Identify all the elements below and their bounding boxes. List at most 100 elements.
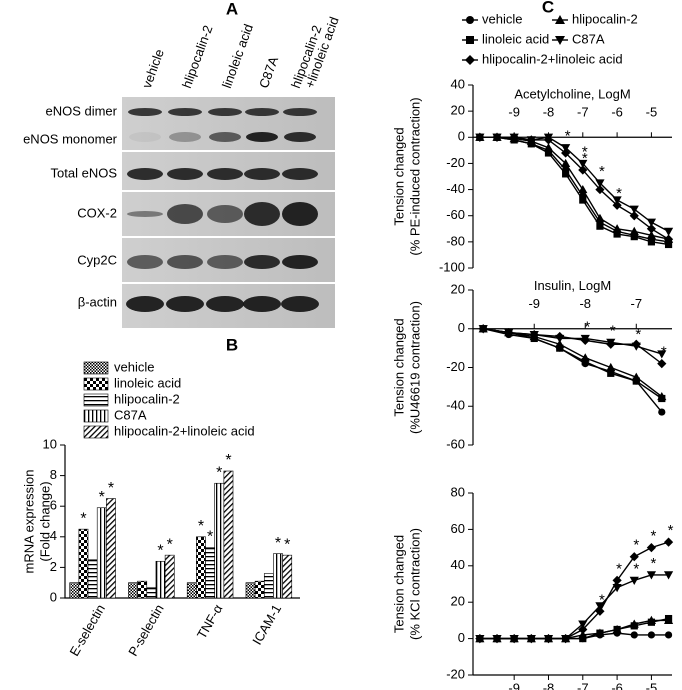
x-axis-title: Insulin, LogM — [534, 278, 611, 293]
blot-band — [244, 255, 280, 269]
marker — [526, 135, 536, 145]
significance: * — [633, 537, 639, 554]
marker — [544, 149, 553, 157]
marker — [543, 143, 554, 152]
marker — [561, 634, 571, 644]
legend-label: linoleic acid — [482, 31, 549, 46]
marker — [629, 552, 639, 562]
marker — [646, 224, 657, 234]
marker — [646, 230, 657, 239]
y-axis-title: (Fold change) — [37, 481, 52, 561]
significance: * — [616, 560, 622, 577]
legend-label: hlipocalin-2+linoleic acid — [482, 51, 623, 66]
marker — [629, 205, 639, 214]
series-line — [479, 136, 669, 246]
y-tick-label: 60 — [451, 521, 465, 536]
x-tick-label: -6 — [611, 105, 623, 120]
y-tick-label: 4 — [50, 528, 57, 543]
blot-band — [282, 168, 318, 180]
bar — [223, 470, 234, 599]
y-tick-label: -40 — [446, 181, 465, 196]
blot-band — [246, 132, 278, 142]
marker — [595, 213, 605, 222]
y-tick-label: 2 — [50, 559, 57, 574]
y-tick-label: -60 — [446, 436, 465, 451]
row-label: COX-2 — [77, 205, 117, 220]
marker — [561, 144, 571, 153]
lane-label: vehicle — [139, 47, 167, 90]
marker — [647, 631, 656, 639]
significance: * — [610, 322, 616, 339]
marker — [543, 135, 554, 145]
marker — [647, 618, 656, 626]
bar — [245, 582, 256, 599]
blot-band — [168, 108, 202, 116]
marker — [663, 227, 674, 236]
marker — [612, 196, 622, 205]
y-tick-label: -20 — [446, 666, 465, 681]
blot-band — [167, 255, 203, 269]
marker — [658, 408, 666, 416]
y-tick-label: -80 — [446, 233, 465, 248]
row-label: Total eNOS — [51, 165, 118, 180]
legend-swatch — [83, 377, 109, 391]
legend-swatch — [83, 425, 109, 439]
x-tick-label: -9 — [508, 680, 520, 690]
y-axis-title: mRNA expression — [21, 469, 36, 573]
marker — [658, 394, 666, 403]
marker — [613, 230, 621, 238]
blot-band — [126, 296, 164, 312]
significance: * — [599, 591, 605, 608]
marker — [630, 631, 638, 639]
legend-label: vehicle — [114, 359, 154, 374]
significance: * — [157, 542, 163, 559]
y-tick-label: 0 — [458, 630, 465, 645]
significance: * — [284, 536, 290, 553]
y-tick-label: 80 — [451, 484, 465, 499]
x-tick-label: P-selectin — [125, 602, 167, 659]
marker — [555, 36, 565, 45]
bar — [96, 507, 107, 599]
lane-label: linoleic acid — [219, 22, 256, 90]
blot-strip — [122, 97, 335, 150]
marker — [607, 369, 615, 377]
marker — [504, 328, 514, 338]
x-tick-label: -6 — [611, 680, 623, 690]
legend-label: hlipocalin-2 — [114, 391, 180, 406]
bar — [282, 554, 293, 599]
significance: * — [582, 150, 588, 167]
bar — [196, 536, 206, 599]
x-tick-label: -9 — [508, 105, 520, 120]
marker — [612, 200, 622, 210]
marker — [556, 344, 564, 352]
blot-band — [129, 132, 161, 142]
series-line — [479, 136, 669, 243]
marker — [630, 233, 638, 241]
marker — [646, 571, 657, 580]
blot-band — [127, 255, 163, 269]
marker — [578, 624, 588, 635]
significance: * — [582, 143, 588, 160]
significance: * — [207, 529, 213, 546]
marker — [647, 238, 656, 246]
row-label: eNOS dimer — [45, 103, 117, 118]
marker — [555, 331, 565, 342]
y-tick-label: -20 — [446, 359, 465, 374]
bar — [137, 580, 148, 599]
blot-band — [207, 255, 243, 269]
row-label: eNOS monomer — [23, 131, 118, 146]
blot-band — [206, 296, 244, 312]
bar — [128, 582, 138, 599]
x-tick-label: -8 — [543, 105, 555, 120]
legend-swatch — [83, 361, 109, 375]
bar — [146, 586, 157, 599]
marker — [663, 537, 674, 547]
panel-label: B — [226, 335, 238, 354]
marker — [579, 196, 587, 204]
bar — [273, 553, 283, 599]
significance: * — [216, 464, 222, 481]
y-axis-title: (% PE-induced contraction) — [407, 97, 422, 255]
marker — [578, 184, 588, 194]
y-tick-label: 0 — [458, 320, 465, 335]
